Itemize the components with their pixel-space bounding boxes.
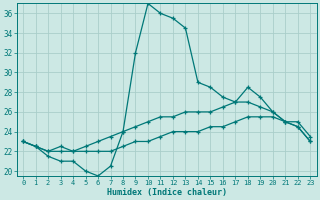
X-axis label: Humidex (Indice chaleur): Humidex (Indice chaleur) bbox=[107, 188, 227, 197]
